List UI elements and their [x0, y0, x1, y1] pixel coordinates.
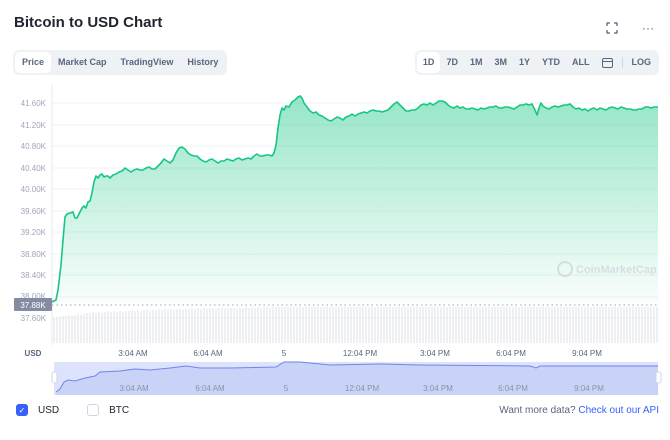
svg-text:3:04 AM: 3:04 AM — [118, 349, 148, 358]
navigator-right-handle[interactable] — [655, 371, 662, 384]
tab-history[interactable]: History — [187, 57, 219, 67]
volume-bars — [53, 307, 658, 343]
price-line — [51, 95, 658, 303]
coinmarketcap-watermark: CoinMarketCap — [557, 261, 657, 277]
svg-text:41.20K: 41.20K — [21, 121, 47, 130]
tab-tradingview[interactable]: TradingView — [120, 57, 174, 67]
calendar-icon[interactable] — [601, 57, 613, 68]
divider — [621, 57, 623, 68]
svg-text:39.60K: 39.60K — [21, 207, 47, 216]
svg-text:39.20K: 39.20K — [21, 228, 47, 237]
range-7d[interactable]: 7D — [446, 57, 458, 67]
tab-price[interactable]: Price — [15, 52, 52, 73]
api-link[interactable]: Check out our API — [578, 405, 659, 416]
svg-text:41.60K: 41.60K — [21, 99, 47, 108]
legend-usd[interactable]: ✓ USD — [16, 404, 59, 416]
current-price-text: 37.88K — [20, 301, 46, 310]
svg-text:12:04 PM: 12:04 PM — [345, 384, 380, 393]
price-area — [52, 96, 658, 305]
usd-label: USD — [38, 404, 60, 416]
btc-label: BTC — [109, 404, 130, 416]
svg-text:6:04 AM: 6:04 AM — [193, 349, 223, 358]
svg-text:9:04 PM: 9:04 PM — [572, 349, 602, 358]
currency-legend: ✓ USD BTC — [16, 404, 147, 416]
svg-text:12:04 PM: 12:04 PM — [343, 349, 378, 358]
price-chart[interactable]: 41.60K 41.20K 40.80K 40.40K 40.00K 39.60… — [0, 82, 670, 402]
svg-text:3:04 PM: 3:04 PM — [423, 384, 453, 393]
range-1m[interactable]: 1M — [469, 57, 483, 67]
legend-btc[interactable]: BTC — [87, 404, 129, 416]
svg-text:3:04 AM: 3:04 AM — [119, 384, 149, 393]
y-axis-labels: 41.60K 41.20K 40.80K 40.40K 40.00K 39.60… — [21, 99, 47, 323]
svg-text:6:04 PM: 6:04 PM — [496, 349, 526, 358]
svg-text:38.40K: 38.40K — [21, 271, 47, 280]
navigator-left-handle[interactable] — [51, 371, 58, 384]
svg-text:40.00K: 40.00K — [21, 185, 47, 194]
svg-text:CoinMarketCap: CoinMarketCap — [576, 264, 657, 276]
chart-title: Bitcoin to USD Chart — [14, 14, 163, 31]
svg-text:37.60K: 37.60K — [21, 314, 47, 323]
svg-text:6:04 PM: 6:04 PM — [498, 384, 528, 393]
log-toggle[interactable]: LOG — [631, 57, 652, 67]
svg-text:40.40K: 40.40K — [21, 164, 47, 173]
range-navigator: 3:04 AM 6:04 AM 5 12:04 PM 3:04 PM 6:04 … — [51, 361, 662, 395]
svg-text:38.00K: 38.00K — [21, 292, 47, 301]
api-text: Want more data? — [499, 405, 576, 416]
svg-text:40.80K: 40.80K — [21, 142, 47, 151]
time-range-selector: 1D 7D 1M 3M 1Y YTD ALL LOG — [414, 50, 659, 75]
chart-tabs: Price Market Cap TradingView History — [13, 50, 228, 75]
range-1y[interactable]: 1Y — [518, 57, 530, 67]
range-all[interactable]: ALL — [572, 57, 590, 67]
tab-market-cap[interactable]: Market Cap — [58, 57, 107, 67]
current-price-badge — [14, 298, 52, 311]
axis-currency-label: USD — [25, 349, 42, 358]
svg-text:5: 5 — [284, 384, 289, 393]
range-1d[interactable]: 1D — [416, 52, 441, 73]
x-axis-labels: 3:04 AM 6:04 AM 5 12:04 PM 3:04 PM 6:04 … — [118, 349, 602, 358]
api-promo: Want more data? Check out our API — [499, 405, 659, 416]
more-icon[interactable]: ··· — [642, 21, 654, 35]
svg-text:5: 5 — [282, 349, 287, 358]
expand-icon[interactable] — [604, 20, 620, 36]
svg-text:3:04 PM: 3:04 PM — [420, 349, 450, 358]
range-3m[interactable]: 3M — [494, 57, 507, 67]
svg-text:38.80K: 38.80K — [21, 250, 47, 259]
btc-checkbox[interactable] — [87, 404, 100, 416]
svg-text:6:04 AM: 6:04 AM — [195, 384, 225, 393]
svg-text:9:04 PM: 9:04 PM — [574, 384, 604, 393]
range-ytd[interactable]: YTD — [542, 57, 560, 67]
usd-checkbox[interactable]: ✓ — [16, 404, 28, 416]
